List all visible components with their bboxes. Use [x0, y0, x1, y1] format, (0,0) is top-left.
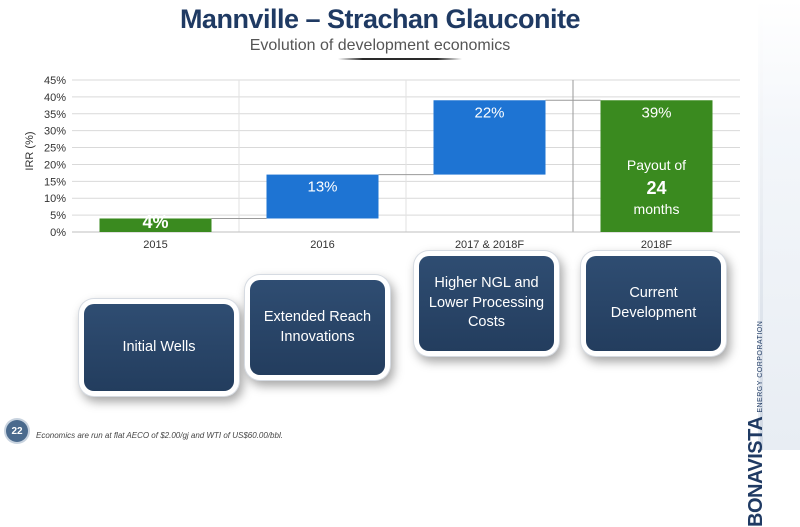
y-tick-label: 35% — [44, 109, 66, 121]
y-tick-label: 45% — [44, 75, 66, 87]
brand-sidebar — [758, 0, 800, 450]
data-label: 22% — [474, 104, 504, 121]
subtitle-underline — [338, 58, 462, 60]
step-current-development: Current Development — [586, 256, 721, 351]
step-extended-reach: Extended Reach Innovations — [250, 280, 385, 375]
page-number-badge: 22 — [6, 420, 28, 442]
step-higher-ngl: Higher NGL and Lower Processing Costs — [419, 256, 554, 351]
x-tick-label: 2016 — [310, 239, 334, 251]
data-label: 39% — [641, 104, 671, 121]
bar-3 — [433, 100, 546, 175]
y-tick-label: 25% — [44, 143, 66, 155]
step-label: Current Development — [610, 284, 697, 321]
company-logo: BONAVISTA ENERGY CORPORATION — [745, 287, 775, 527]
y-tick-label: 15% — [44, 176, 66, 188]
brand-tagline: ENERGY CORPORATION — [757, 320, 764, 413]
y-tick-label: 20% — [44, 159, 66, 171]
bar-2 — [266, 174, 379, 219]
y-tick-label: 0% — [50, 227, 66, 239]
page-subtitle: Evolution of development economics — [249, 37, 511, 54]
x-tick-label: 2015 — [143, 239, 167, 251]
y-axis-label: IRR (%) — [24, 131, 36, 171]
x-tick-label: 2018F — [641, 239, 672, 251]
step-label: Initial Wells — [122, 338, 196, 355]
sidebar-accent — [760, 0, 763, 450]
step-label: Higher NGL and Lower Processing Costs — [428, 275, 545, 331]
bar-1 — [99, 218, 212, 232]
y-tick-label: 5% — [50, 210, 66, 222]
footnote: Economics are run at flat AECO of $2.00/… — [36, 431, 283, 440]
brand-name: BONAVISTA — [745, 416, 767, 527]
data-label: 13% — [307, 179, 337, 196]
y-tick-label: 40% — [44, 92, 66, 104]
page-title: Mannville – Strachan Glauconite — [179, 4, 581, 34]
payout-annotation: 24 — [646, 178, 666, 198]
step-initial-wells: Initial Wells — [84, 304, 234, 391]
data-label: 4% — [142, 212, 168, 232]
bar-4 — [600, 100, 713, 233]
step-label: Extended Reach Innovations — [263, 308, 372, 345]
y-tick-label: 30% — [44, 126, 66, 138]
irr-waterfall-chart: 0% 5% 10% 15% 20% 25% 30% 35% 40% 45% 4% 13% 22% 39% P… — [44, 75, 740, 251]
payout-annotation: months — [634, 201, 680, 217]
x-tick-label: 2017 & 2018F — [455, 239, 524, 251]
y-tick-label: 10% — [44, 193, 66, 205]
payout-annotation: Payout of — [627, 157, 686, 173]
